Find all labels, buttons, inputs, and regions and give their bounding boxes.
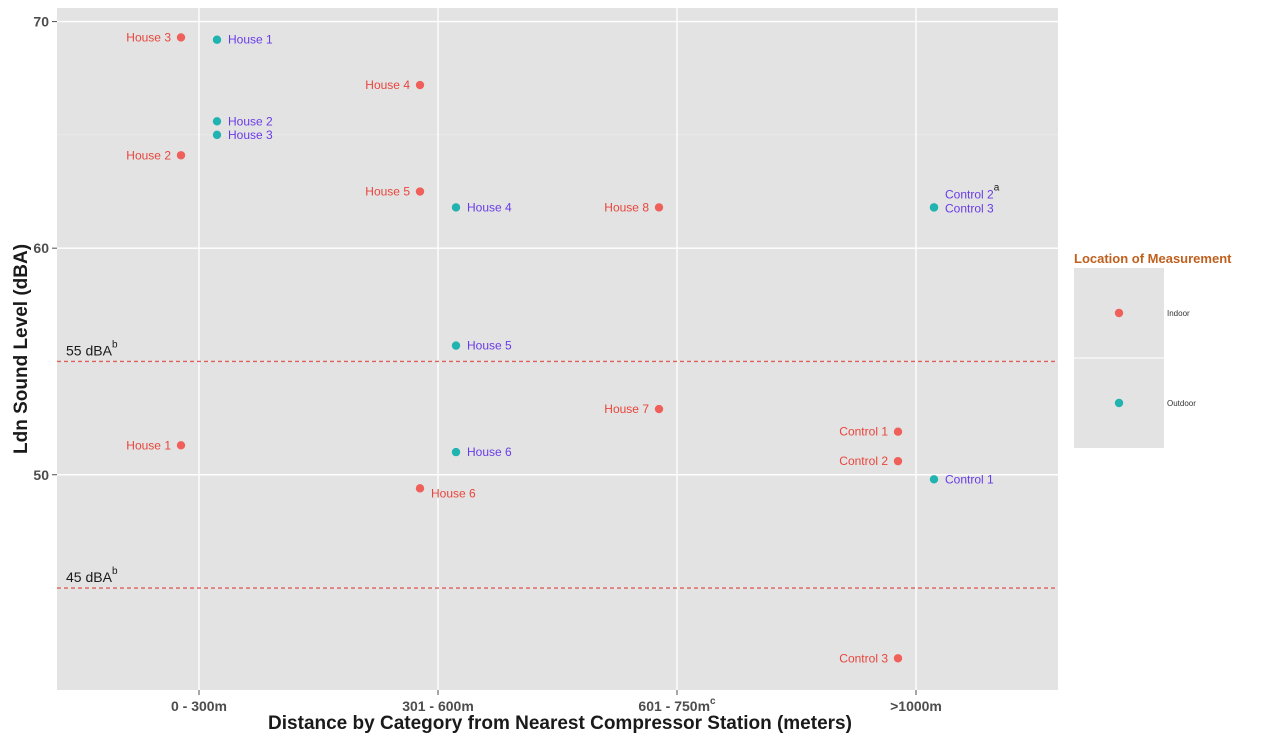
x-tick-text: 301 - 600m — [402, 698, 474, 714]
point-label-text: Control 1 — [945, 472, 994, 486]
point-outdoor — [451, 341, 461, 350]
point-label: Control 3 — [945, 201, 994, 215]
legend-key-outdoor — [1114, 398, 1124, 408]
point-label: House 5 — [467, 339, 512, 353]
point-label: House 4 — [365, 78, 410, 92]
point-label: House 8 — [604, 200, 649, 214]
point-label-text: Control 2 — [839, 454, 888, 468]
point-indoor — [654, 404, 664, 414]
axis-ticks: 50 60 70 0 - 300m 301 - 600m 601 - 750mc >1000… — [33, 14, 941, 714]
point-indoor — [415, 187, 425, 196]
x-tick-text: 0 - 300m — [171, 698, 227, 714]
point-label: House 2 — [228, 114, 273, 128]
point-label-text: House 4 — [365, 78, 410, 92]
point-outdoor — [451, 447, 461, 457]
point-outdoor — [212, 130, 222, 140]
x-tick-label: 0 - 300m — [171, 698, 227, 714]
reference-line-label: 55 dBAb — [66, 339, 118, 358]
point-label-text: House 3 — [228, 128, 273, 142]
point-label-text: Control 3 — [839, 651, 888, 665]
plot-panel — [57, 8, 1058, 690]
x-tick-text: 601 - 750m — [638, 698, 710, 714]
point-label-text: Control 2 — [945, 187, 994, 201]
point-label: House 7 — [604, 402, 649, 416]
point-label-superscript: a — [994, 182, 1000, 193]
point-indoor — [176, 33, 186, 42]
point-label-text: House 3 — [126, 30, 171, 44]
x-tick-label: >1000m — [890, 698, 942, 714]
y-tick-label: 70 — [33, 14, 49, 30]
legend-label: Indoor — [1167, 309, 1190, 318]
point-indoor — [893, 654, 903, 663]
point-label: Control 1 — [839, 425, 888, 439]
reference-label-superscript: b — [112, 339, 118, 350]
point-label: House 5 — [365, 185, 410, 199]
point-label: House 3 — [126, 30, 171, 44]
point-outdoor — [929, 475, 939, 484]
x-axis-title: Distance by Category from Nearest Compre… — [268, 713, 852, 734]
legend: Location of Measurement Indoor Outdoor — [1074, 251, 1232, 448]
point-label: House 2 — [126, 148, 171, 162]
y-tick-label: 50 — [33, 467, 49, 483]
reference-label-text: 45 dBA — [66, 569, 113, 585]
point-label: Control 3 — [839, 651, 888, 665]
point-label-text: House 8 — [604, 200, 649, 214]
reference-line-label: 45 dBAb — [66, 566, 118, 585]
point-label-text: House 7 — [604, 402, 649, 416]
point-outdoor — [212, 35, 222, 44]
y-tick-label: 60 — [33, 240, 49, 256]
point-label-text: House 5 — [365, 185, 410, 199]
point-indoor — [176, 441, 186, 450]
point-label-text: House 2 — [126, 148, 171, 162]
legend-title: Location of Measurement — [1074, 251, 1232, 266]
x-tick-text: >1000m — [890, 698, 942, 714]
x-tick-superscript: c — [710, 696, 716, 707]
point-outdoor — [451, 203, 461, 212]
point-label: House 6 — [467, 445, 512, 459]
reference-label-superscript: b — [112, 566, 118, 577]
legend-label: Outdoor — [1167, 399, 1196, 408]
point-outdoor — [212, 117, 222, 126]
point-label-text: House 4 — [467, 200, 512, 214]
point-label: Control 2a — [945, 182, 1000, 201]
point-label-text: House 5 — [467, 339, 512, 353]
point-indoor — [893, 456, 903, 466]
point-label-text: House 6 — [467, 445, 512, 459]
point-label: House 1 — [126, 438, 171, 452]
reference-label-text: 55 dBA — [66, 342, 113, 358]
legend-key-indoor — [1114, 308, 1124, 318]
point-outdoor — [929, 203, 939, 212]
point-label: Control 1 — [945, 472, 994, 486]
x-tick-label: 601 - 750mc — [638, 696, 716, 714]
point-label-text: Control 3 — [945, 201, 994, 215]
y-axis-title: Ldn Sound Level (dBA) — [11, 244, 32, 454]
point-label: Control 2 — [839, 454, 888, 468]
point-label: House 4 — [467, 200, 512, 214]
point-indoor — [176, 151, 186, 160]
point-label-text: Control 1 — [839, 425, 888, 439]
point-label-text: House 1 — [126, 438, 171, 452]
point-indoor — [654, 203, 664, 212]
point-label: House 1 — [228, 33, 273, 47]
x-tick-label: 301 - 600m — [402, 698, 474, 714]
point-label-text: House 6 — [431, 486, 476, 500]
point-indoor — [415, 80, 425, 90]
point-label-text: House 2 — [228, 114, 273, 128]
point-label: House 6 — [431, 486, 476, 500]
point-indoor — [415, 484, 425, 493]
point-label: House 3 — [228, 128, 273, 142]
point-label-text: House 1 — [228, 33, 273, 47]
point-indoor — [893, 427, 903, 436]
